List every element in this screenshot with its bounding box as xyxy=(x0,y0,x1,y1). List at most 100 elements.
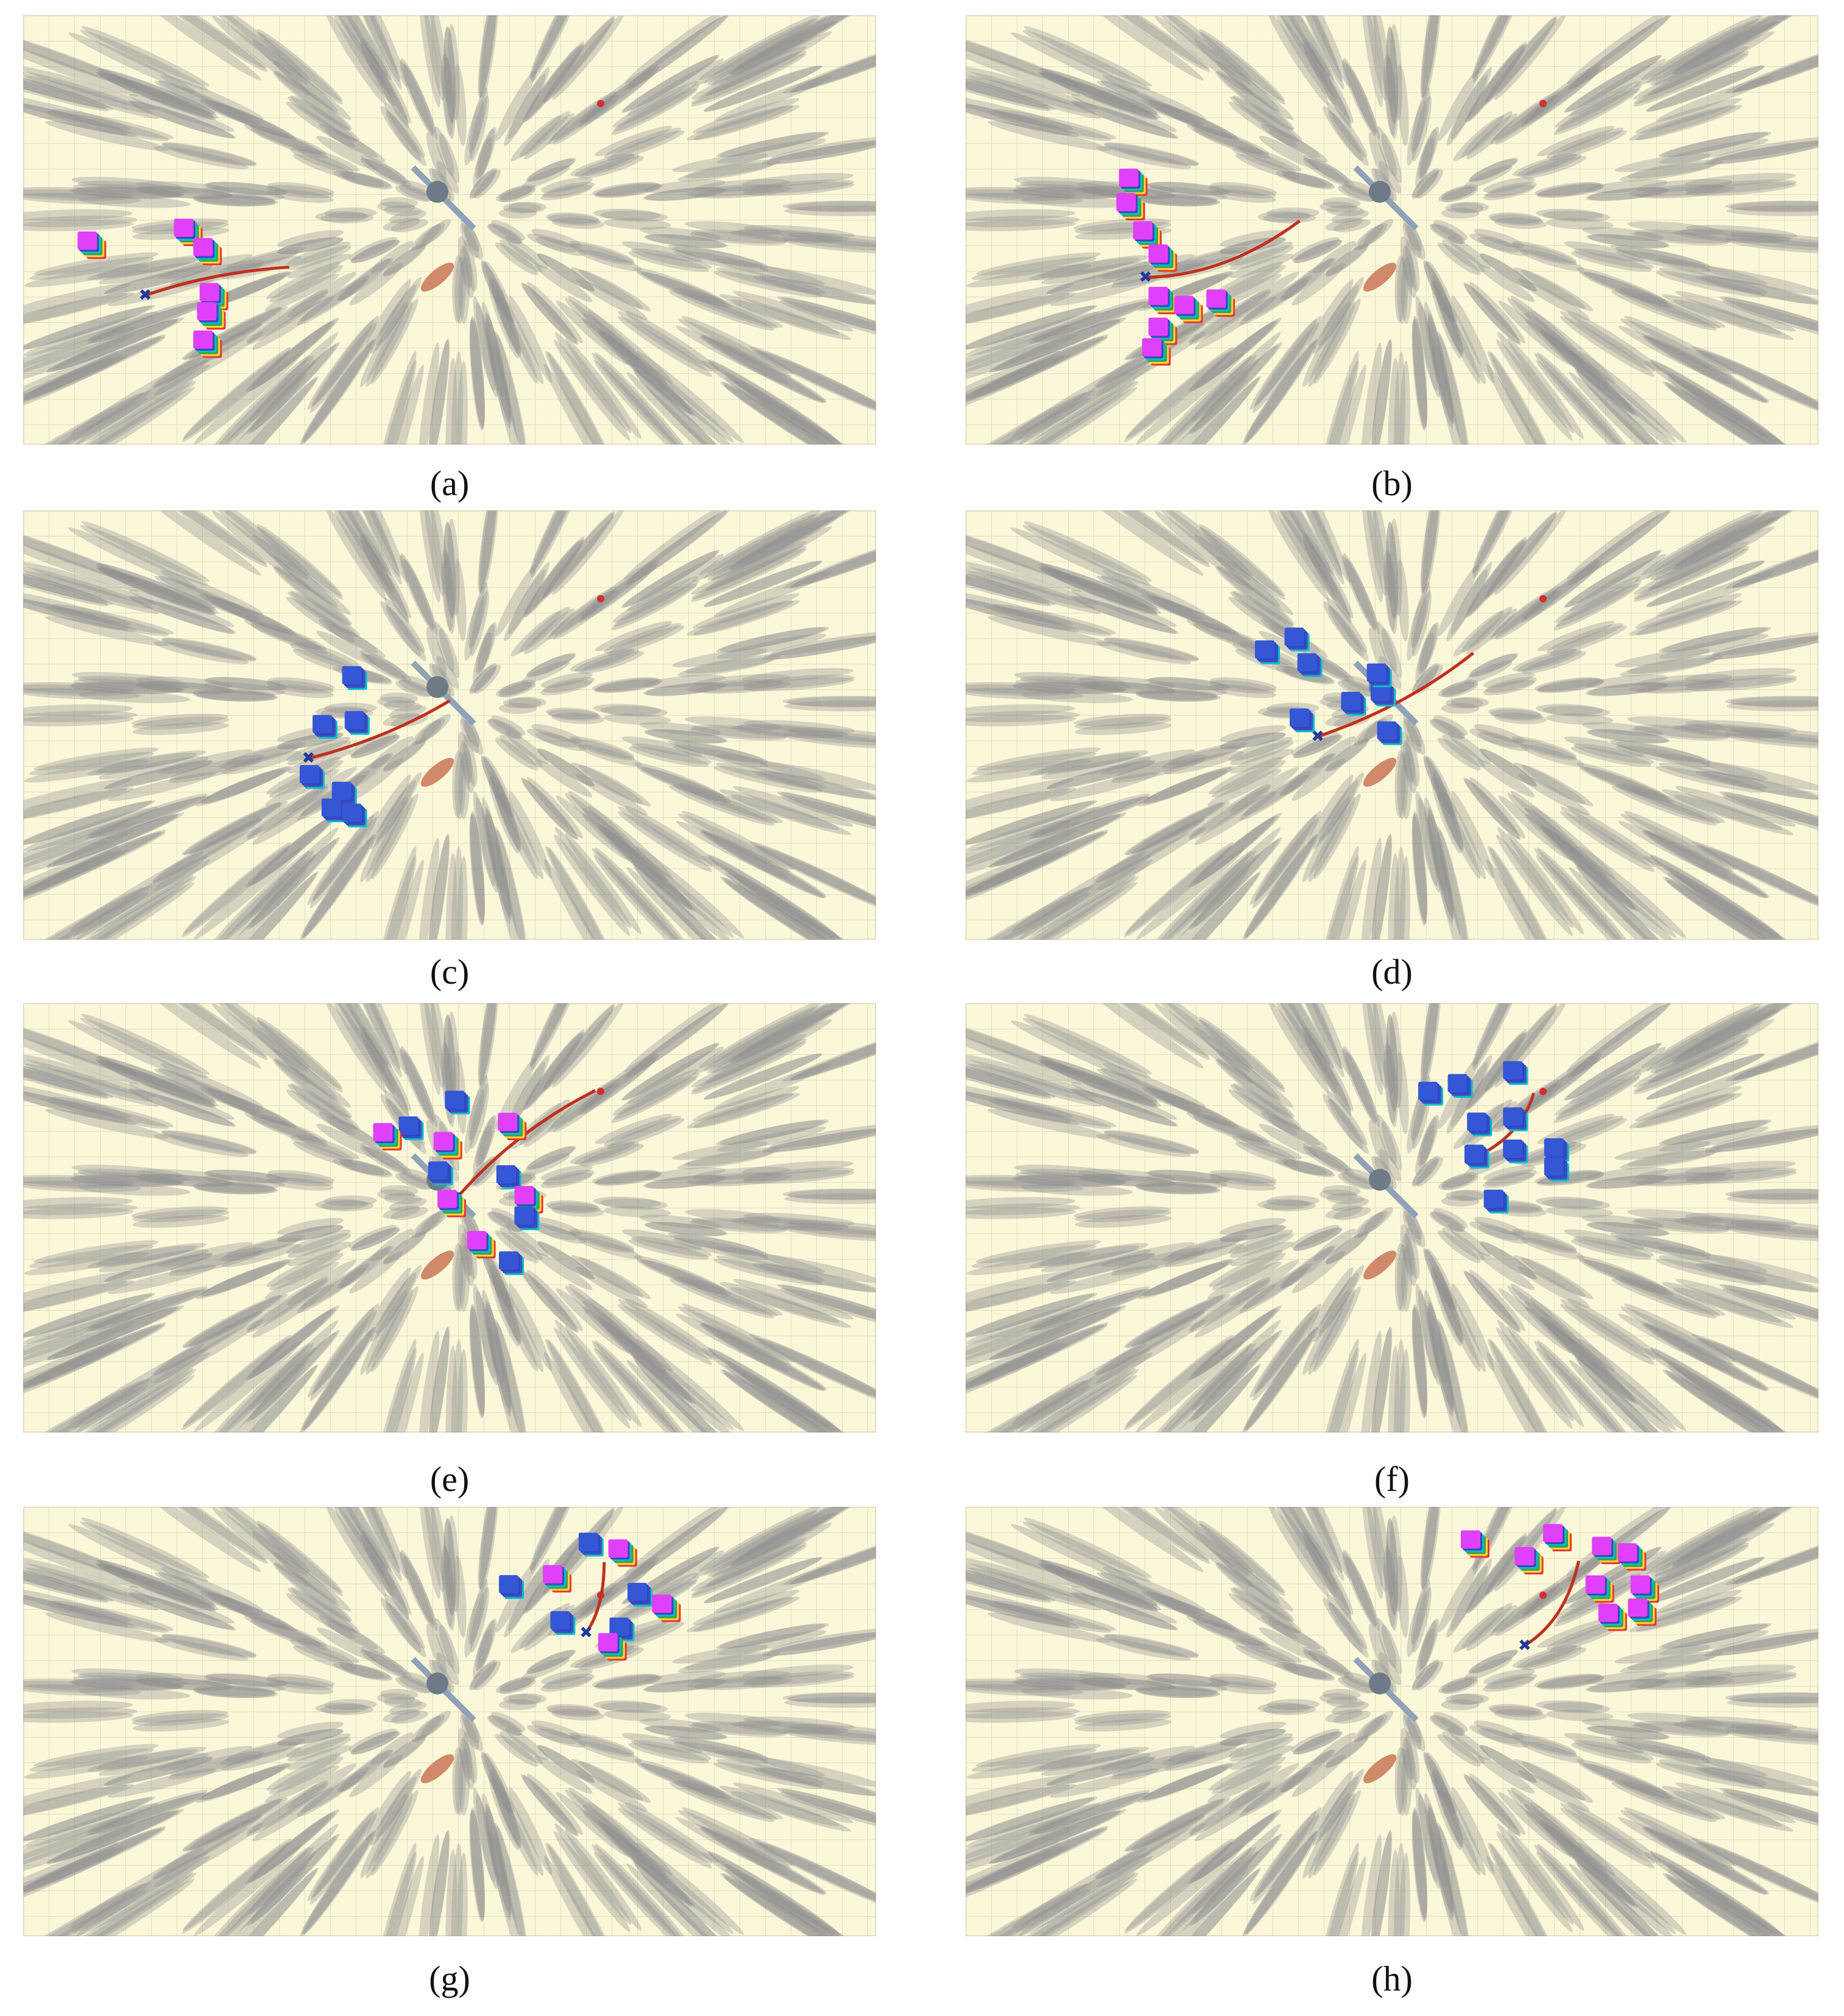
scene-panel: ✖ xyxy=(966,1507,1818,1936)
panel-label: (h) xyxy=(1371,1959,1413,1998)
prediction-step xyxy=(1370,683,1390,702)
trajectory xyxy=(308,699,451,760)
obstacle-prediction xyxy=(609,1617,635,1641)
panel-label: (a) xyxy=(429,463,470,503)
scene-panel: ✖ xyxy=(966,510,1818,940)
obstacle-prediction xyxy=(1461,1530,1489,1558)
prediction-step xyxy=(1118,168,1139,187)
prediction-step xyxy=(1284,627,1304,646)
prediction-step xyxy=(197,302,217,321)
trajectory xyxy=(1524,1560,1580,1647)
robot-base xyxy=(426,676,448,698)
robot-base xyxy=(426,181,448,203)
obstacle-prediction xyxy=(342,803,367,828)
start-marker: ✖ xyxy=(1139,268,1153,286)
obstacle-prediction xyxy=(1503,1061,1528,1085)
prediction-step xyxy=(1174,295,1194,314)
obstacle-prediction xyxy=(1206,289,1235,317)
human xyxy=(1363,758,1397,787)
obstacle-prediction xyxy=(445,1090,470,1115)
obstacle-prediction xyxy=(598,1633,627,1661)
trajectory xyxy=(585,1562,606,1634)
goal xyxy=(1539,595,1547,602)
goal xyxy=(597,100,604,107)
prediction-step xyxy=(496,1165,516,1184)
prediction-step xyxy=(608,1539,628,1558)
human xyxy=(1363,1754,1397,1783)
prediction-step xyxy=(543,1565,563,1584)
obstacle-prediction xyxy=(1116,192,1145,220)
scene-panel: ✖ xyxy=(23,15,876,445)
obstacle-prediction xyxy=(1544,1138,1569,1162)
prediction-step xyxy=(1290,708,1310,727)
obstacle-prediction xyxy=(1464,1144,1489,1169)
obstacle-prediction xyxy=(514,1206,540,1230)
obstacle-prediction xyxy=(433,1132,462,1160)
obstacle-prediction xyxy=(1617,1543,1647,1571)
prediction-step xyxy=(174,219,194,238)
obstacle-prediction xyxy=(299,765,325,789)
panel-label: (e) xyxy=(429,1459,470,1499)
prediction-step xyxy=(499,1251,519,1270)
prediction-step xyxy=(627,1582,648,1601)
obstacle-prediction xyxy=(1543,1524,1572,1552)
human xyxy=(1363,1250,1397,1280)
prediction-step xyxy=(342,803,362,822)
obstacle-prediction xyxy=(1447,1074,1473,1098)
prediction-step xyxy=(1598,1603,1618,1622)
obstacle-prediction xyxy=(1467,1112,1493,1137)
start-marker: ✖ xyxy=(1311,727,1324,745)
obstacle-prediction xyxy=(1366,663,1392,688)
obstacle-prediction xyxy=(608,1539,637,1567)
panel-label: (d) xyxy=(1371,952,1413,992)
human xyxy=(420,1250,454,1280)
prediction-step xyxy=(1366,663,1387,682)
obstacle-prediction xyxy=(373,1123,402,1151)
obstacle-prediction xyxy=(1592,1537,1621,1565)
obstacle-prediction xyxy=(1418,1082,1444,1106)
obstacle-prediction xyxy=(543,1565,572,1593)
prediction-step xyxy=(1514,1547,1535,1566)
goal xyxy=(1539,1591,1547,1599)
prediction-step xyxy=(1628,1598,1648,1617)
obstacle-prediction xyxy=(193,238,222,266)
obstacle-prediction xyxy=(1503,1107,1528,1132)
prediction-step xyxy=(1297,653,1317,672)
obstacle-prediction xyxy=(467,1231,496,1259)
obstacle-prediction xyxy=(77,231,107,259)
obstacle-prediction xyxy=(1284,627,1310,652)
obstacle-prediction xyxy=(398,1116,424,1140)
obstacle-prediction xyxy=(498,1113,527,1140)
prediction-step xyxy=(1447,1074,1468,1093)
prediction-step xyxy=(398,1116,419,1135)
start-marker: ✖ xyxy=(579,1624,593,1641)
prediction-step xyxy=(344,711,364,730)
prediction-step xyxy=(445,1090,465,1109)
obstacle-prediction xyxy=(1148,244,1178,272)
scene-panel: ✖ xyxy=(23,1507,876,1936)
obstacle-prediction xyxy=(550,1611,576,1635)
obstacle-prediction xyxy=(344,711,370,735)
scene-panel: ✖ xyxy=(966,15,1818,445)
obstacle-prediction xyxy=(578,1532,604,1557)
goal xyxy=(1539,1088,1547,1095)
robot-base xyxy=(1369,181,1391,203)
trajectory xyxy=(144,266,289,297)
obstacle-prediction xyxy=(193,330,222,358)
panel-label: (b) xyxy=(1371,463,1413,503)
prediction-step xyxy=(433,1132,453,1151)
obstacle-prediction xyxy=(1514,1547,1544,1575)
prediction-step xyxy=(428,1161,448,1180)
prediction-step xyxy=(321,798,341,817)
prediction-step xyxy=(550,1611,570,1630)
prediction-step xyxy=(1148,286,1168,305)
panel-label: (c) xyxy=(429,952,470,992)
prediction-step xyxy=(467,1231,487,1250)
obstacle-prediction xyxy=(437,1190,467,1218)
obstacle-prediction xyxy=(1290,708,1315,733)
obstacle-prediction xyxy=(496,1165,521,1190)
prediction-step xyxy=(331,781,351,800)
obstacle-prediction xyxy=(1503,1139,1528,1163)
prediction-step xyxy=(1255,640,1275,659)
